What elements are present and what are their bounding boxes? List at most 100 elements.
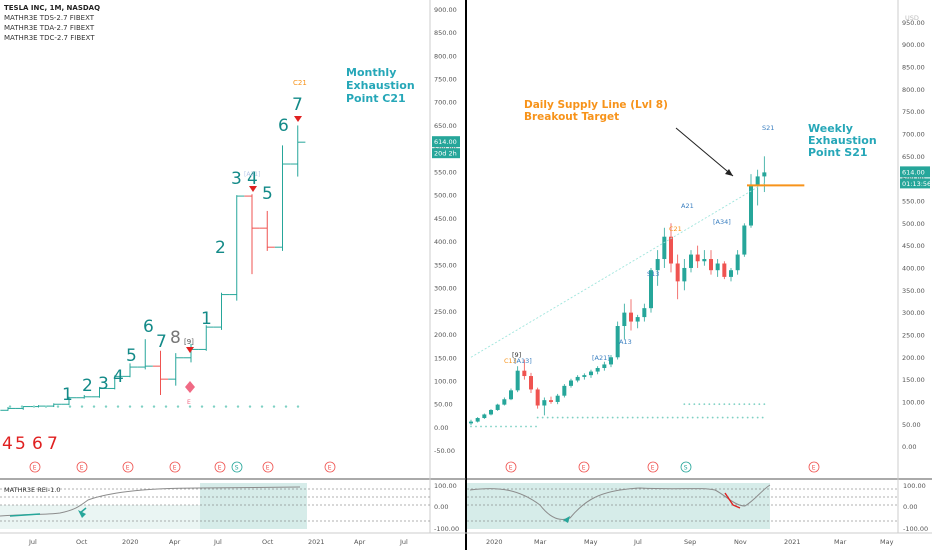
right-support-dot — [686, 416, 689, 419]
right-support-dot — [728, 403, 731, 406]
right-support-dot — [536, 416, 539, 419]
right-candle-body — [495, 404, 500, 410]
right-event-marker — [505, 461, 517, 473]
right-support-dot — [713, 403, 716, 406]
right-candle-body — [742, 225, 747, 255]
left-price-tick: 700.00 — [434, 99, 457, 107]
right-price-label-bg — [900, 166, 930, 178]
right-support-dot — [703, 403, 706, 406]
right-support-dot — [621, 416, 624, 419]
right-label-bracket9: [9] — [512, 351, 521, 359]
left-support-dot — [104, 405, 108, 408]
right-osc-tick: -100.00 — [903, 525, 928, 533]
right-candle-body — [469, 421, 473, 424]
left-support-dot — [224, 405, 228, 408]
indicator-tda[interactable]: MATHR3E TDA-2.7 FIBEXT — [4, 24, 95, 32]
right-support-dot — [763, 403, 766, 406]
right-orange-annotation-line: Daily Supply Line (Lvl 8) — [524, 99, 668, 111]
left-support-dot — [200, 405, 204, 408]
left-event-marker — [76, 461, 88, 473]
left-support-dot — [128, 405, 132, 408]
indicator-tdc[interactable]: MATHR3E TDC-2.7 FIBEXT — [4, 34, 95, 42]
left-countdown-bg — [432, 148, 460, 159]
right-price-tick: 750.00 — [902, 108, 925, 116]
right-support-dot — [641, 416, 644, 419]
right-support-dot — [693, 403, 696, 406]
right-candle-body — [695, 254, 700, 262]
right-time-tick: May — [880, 538, 894, 546]
left-price-tick: 250.00 — [434, 308, 457, 316]
chart-legend: TESLA INC, 1M, NASDAQ MATHR3E TDS-2.7 FI… — [4, 3, 100, 43]
left-event-marker-label: E — [328, 465, 332, 472]
right-support-dot — [541, 416, 544, 419]
left-second-count: 7 — [292, 95, 303, 115]
left-price-tick: 800.00 — [434, 52, 457, 60]
right-event-marker — [647, 461, 659, 473]
right-support-dot — [525, 425, 527, 428]
right-support-dot — [586, 416, 589, 419]
left-green-count: 7 — [156, 332, 167, 352]
left-support-dot — [260, 405, 264, 408]
right-price-tick: 500.00 — [902, 220, 925, 228]
right-candle-body — [542, 400, 547, 406]
right-support-dot — [616, 416, 619, 419]
indicator-tds[interactable]: MATHR3E TDS-2.7 FIBEXT — [4, 14, 95, 22]
right-price-tick: 550.00 — [902, 197, 925, 205]
right-support-dot — [676, 416, 679, 419]
right-support-dot — [733, 403, 736, 406]
right-time-tick: May — [584, 538, 598, 546]
right-support-dot — [561, 416, 564, 419]
left-annotation-line: Point C21 — [346, 92, 406, 105]
right-candle-body — [575, 376, 580, 381]
left-green-count: 4 — [113, 367, 124, 387]
right-support-dot — [601, 416, 604, 419]
left-price-label: 614.00 — [434, 138, 457, 146]
left-red-count: 4 — [2, 434, 13, 454]
right-support-dot — [646, 416, 649, 419]
right-price-tick: 400.00 — [902, 264, 925, 272]
right-teal-annotation-line: Weekly — [808, 122, 853, 135]
right-time-tick: Mar — [834, 538, 847, 546]
right-candle-body — [729, 270, 733, 277]
right-price-label: 614.00 — [902, 168, 925, 176]
left-support-dot — [140, 405, 144, 408]
right-support-dot — [721, 416, 724, 419]
left-price-tick: 450.00 — [434, 215, 457, 223]
right-label-a21b: [A21] — [592, 354, 610, 362]
right-support-dot — [758, 403, 761, 406]
left-osc-tick: 100.00 — [434, 482, 457, 490]
left-support-dot — [164, 405, 168, 408]
left-support-dot — [116, 405, 120, 408]
right-support-dot — [731, 416, 734, 419]
left-price-tick: 100.00 — [434, 378, 457, 386]
left-event-marker — [169, 461, 181, 473]
right-candle-body — [655, 259, 660, 271]
right-candle-body — [562, 385, 567, 396]
right-annotation-arrow — [675, 127, 734, 177]
right-support-dot — [718, 403, 721, 406]
left-event-marker-label: E — [80, 465, 84, 472]
right-price-tick: 300.00 — [902, 309, 925, 317]
left-second-count: 4 — [247, 169, 258, 189]
right-candle-body — [662, 236, 667, 260]
right-candle-body — [602, 364, 607, 368]
right-candle-body — [715, 263, 720, 271]
right-support-dot — [596, 416, 599, 419]
right-candle-body — [629, 312, 633, 322]
right-support-dot — [716, 416, 719, 419]
left-red-count: 7 — [47, 434, 58, 454]
right-support-dot — [490, 425, 492, 428]
right-supply-trendline — [470, 182, 765, 358]
left-event-marker — [231, 461, 243, 473]
right-support-dot — [743, 403, 746, 406]
right-support-dot — [505, 425, 507, 428]
left-event-marker-label: E — [126, 465, 130, 472]
right-teal-annotation-line: Exhaustion — [808, 134, 877, 147]
right-support-dot — [741, 416, 744, 419]
right-event-marker — [808, 461, 820, 473]
right-support-dot — [530, 425, 532, 428]
right-osc-tick: 0.00 — [903, 503, 917, 511]
left-second-count: 2 — [215, 238, 226, 258]
right-candle-body — [642, 308, 647, 318]
